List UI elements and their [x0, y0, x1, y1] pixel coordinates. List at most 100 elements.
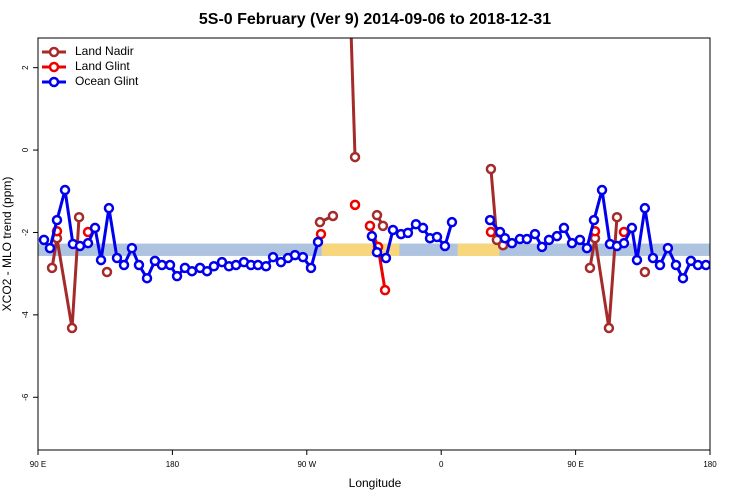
y-tick-label: -6: [21, 393, 30, 401]
x-tick-label: 180: [166, 460, 180, 469]
legend-marker: [48, 61, 60, 73]
data-point: [59, 184, 71, 196]
data-point: [171, 270, 183, 282]
data-point: [164, 259, 176, 271]
data-point: [662, 242, 674, 254]
data-point: [439, 240, 451, 252]
y-tick-label: 0: [21, 147, 30, 152]
data-point: [371, 246, 383, 258]
data-point: [551, 230, 563, 242]
data-point: [101, 266, 113, 278]
data-point: [484, 214, 496, 226]
legend-label: Land Nadir: [75, 44, 134, 58]
data-point: [349, 151, 361, 163]
data-point: [103, 202, 115, 214]
data-point: [529, 228, 541, 240]
data-point: [596, 184, 608, 196]
data-point: [647, 252, 659, 264]
data-point: [379, 284, 391, 296]
x-tick-label: 90 E: [30, 460, 46, 469]
data-point: [536, 241, 548, 253]
x-tick-label: 180: [703, 460, 717, 469]
plot-area: [38, 0, 710, 332]
data-point: [51, 214, 63, 226]
data-point: [387, 224, 399, 236]
data-point: [111, 252, 123, 264]
data-point: [126, 242, 138, 254]
data-point: [558, 222, 570, 234]
data-point: [297, 251, 309, 263]
y-axis-label: XCO2 - MLO trend (ppm): [0, 177, 14, 312]
data-point: [46, 262, 58, 274]
data-point: [485, 163, 497, 175]
data-point: [521, 233, 533, 245]
x-axis-label: Longitude: [349, 476, 402, 490]
data-point: [118, 259, 130, 271]
data-point: [499, 232, 511, 244]
data-point: [677, 272, 689, 284]
data-point: [700, 259, 710, 271]
data-point: [74, 240, 86, 252]
data-point: [618, 226, 630, 238]
plot-frame: [37, 37, 711, 451]
data-point: [670, 259, 682, 271]
series-line: [52, 0, 645, 328]
data-point: [89, 222, 101, 234]
data-point: [349, 199, 361, 211]
data-point: [133, 259, 145, 271]
legend-marker: [48, 46, 60, 58]
data-point: [654, 259, 666, 271]
data-point: [305, 262, 317, 274]
chart-title: 5S-0 February (Ver 9) 2014-09-06 to 2018…: [199, 11, 551, 28]
data-point: [431, 231, 443, 243]
data-point: [327, 210, 339, 222]
data-point: [639, 266, 651, 278]
data-point: [506, 237, 518, 249]
highlight-range: [457, 243, 500, 256]
data-point: [366, 230, 378, 242]
data-point: [73, 211, 85, 223]
data-point: [312, 236, 324, 248]
data-point: [377, 220, 389, 232]
data-point: [208, 260, 220, 272]
data-point: [95, 254, 107, 266]
data-point: [584, 262, 596, 274]
data-point: [156, 259, 168, 271]
data-point: [82, 237, 94, 249]
data-point: [574, 234, 586, 246]
data-point: [260, 260, 272, 272]
legend-marker: [48, 76, 60, 88]
x-tick-label: 90 W: [297, 460, 316, 469]
data-point: [314, 216, 326, 228]
data-point: [38, 234, 50, 246]
data-point: [371, 209, 383, 221]
data-point: [603, 322, 615, 334]
axes: 90 E 180 90 W 0 90 E 180 2 0 -2 -4 -6: [21, 65, 717, 469]
data-point: [588, 214, 600, 226]
data-point: [618, 237, 630, 249]
data-point: [446, 216, 458, 228]
data-point: [44, 242, 56, 254]
data-point: [611, 211, 623, 223]
data-point: [380, 252, 392, 264]
data-point: [66, 322, 78, 334]
data-point: [252, 259, 264, 271]
data-point: [639, 202, 651, 214]
y-tick-label: -2: [21, 228, 30, 236]
data-point: [543, 234, 555, 246]
data-point: [141, 272, 153, 284]
y-tick-label: 2: [21, 65, 30, 70]
data-point: [417, 222, 429, 234]
x-tick-label: 90 E: [567, 460, 583, 469]
data-point: [201, 265, 213, 277]
data-point: [186, 265, 198, 277]
data-point: [581, 242, 593, 254]
data-point: [485, 226, 497, 238]
legend-label: Ocean Glint: [75, 74, 139, 88]
data-point: [364, 220, 376, 232]
legend-label: Land Glint: [75, 59, 130, 73]
x-tick-label: 0: [439, 460, 444, 469]
data-point: [631, 254, 643, 266]
